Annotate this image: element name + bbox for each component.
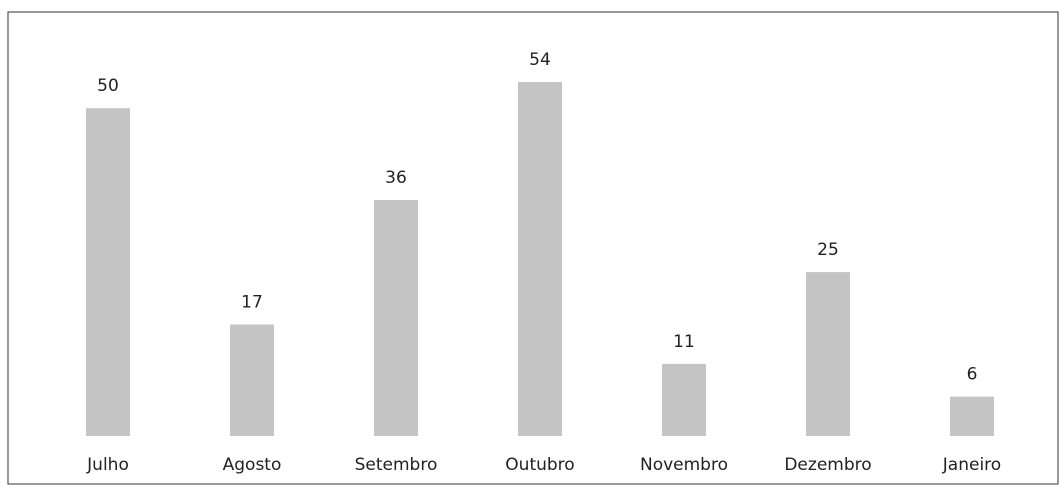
value-label: 6 — [967, 365, 978, 385]
x-tick-label: Setembro — [355, 455, 438, 475]
value-label: 36 — [385, 168, 407, 188]
x-tick-label: Dezembro — [784, 455, 871, 475]
x-tick-label: Janeiro — [942, 455, 1001, 475]
bar — [86, 108, 130, 436]
x-tick-label: Agosto — [223, 455, 282, 475]
x-tick-label: Novembro — [640, 455, 728, 475]
x-tick-label: Outubro — [505, 455, 574, 475]
value-label: 17 — [241, 293, 263, 313]
chart-frame — [7, 11, 1059, 485]
bar — [230, 324, 274, 436]
value-label: 25 — [817, 240, 839, 260]
bar — [806, 272, 850, 436]
value-label: 11 — [673, 332, 695, 352]
bar — [662, 363, 706, 436]
value-label: 50 — [97, 76, 119, 96]
bar — [950, 396, 994, 436]
bar — [518, 82, 562, 436]
value-label: 54 — [529, 50, 551, 70]
x-tick-label: Julho — [86, 455, 129, 475]
bar — [374, 200, 418, 436]
